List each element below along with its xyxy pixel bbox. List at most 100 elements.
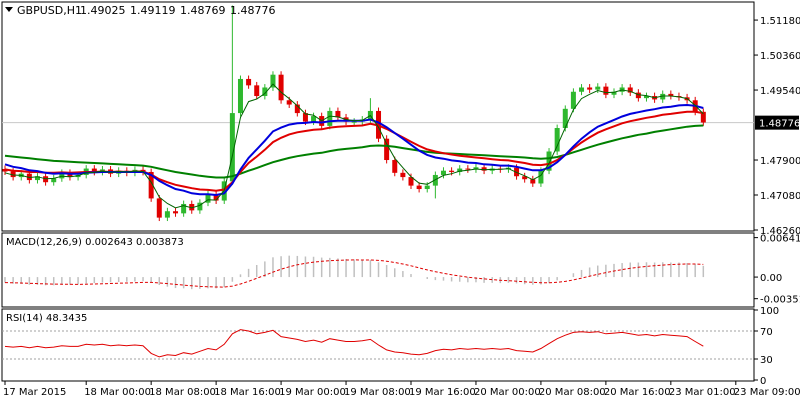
macd-tick-label: 0.00 <box>760 273 782 284</box>
bullish-candle <box>554 128 560 152</box>
time-tick-label: 20 Mar 08:00 <box>539 387 606 398</box>
high-value: 1.49119 <box>130 4 176 17</box>
bullish-candle <box>59 172 65 179</box>
bullish-candle <box>351 121 357 123</box>
bearish-candle <box>392 160 398 173</box>
bearish-candle <box>700 111 706 123</box>
bearish-candle <box>254 85 260 97</box>
bullish-candle <box>311 116 317 122</box>
bullish-candle <box>538 170 544 184</box>
bullish-candle <box>34 176 40 181</box>
close-value: 1.48776 <box>230 4 276 17</box>
time-tick-label: 18 Mar 16:00 <box>214 387 281 398</box>
time-tick-label: 19 Mar 08:00 <box>344 387 411 398</box>
time-tick-label: 19 Mar 16:00 <box>409 387 476 398</box>
bearish-candle <box>481 167 487 171</box>
bullish-candle <box>164 211 170 218</box>
bearish-candle <box>335 110 341 118</box>
current-price-label: 1.48776 <box>759 119 800 130</box>
bearish-candle <box>603 86 609 95</box>
price-panel-frame <box>1 1 755 232</box>
price-tick-label: 1.50360 <box>760 51 800 62</box>
rsi-label: RSI(14) 48.3435 <box>6 313 87 324</box>
bullish-candle <box>197 202 203 211</box>
bearish-candle <box>10 171 16 178</box>
rsi-line <box>4 329 704 358</box>
rsi-tick-label: 100 <box>760 306 779 317</box>
bearish-candle <box>635 92 641 99</box>
time-tick-label: 20 Mar 00:00 <box>474 387 541 398</box>
bearish-candle <box>91 168 97 172</box>
bullish-candle <box>229 113 235 182</box>
moving-averages <box>4 83 704 209</box>
bullish-candle <box>570 91 576 109</box>
header-triangle-icon <box>5 7 13 12</box>
bullish-candle <box>611 91 617 95</box>
time-tick-label: 17 Mar 2015 <box>3 387 66 398</box>
rsi-tick-label: 30 <box>760 355 773 366</box>
bearish-candle <box>156 198 162 218</box>
bearish-candle <box>627 87 633 93</box>
low-value: 1.48769 <box>180 4 226 17</box>
macd-signal-line <box>4 259 704 288</box>
bearish-candle <box>400 172 406 178</box>
bullish-candle <box>262 87 268 97</box>
bearish-candle <box>522 176 528 180</box>
bearish-candle <box>449 170 455 172</box>
bearish-candle <box>148 171 154 199</box>
bearish-candle <box>302 113 308 122</box>
bullish-candle <box>51 178 57 183</box>
rsi-layer: 100 70 30 0 <box>2 306 779 387</box>
bullish-candle <box>270 74 276 88</box>
price-tick-label: 1.49540 <box>760 86 800 97</box>
time-tick-label: 18 Mar 00:00 <box>84 387 151 398</box>
bullish-candle <box>181 203 187 214</box>
bearish-candle <box>173 211 179 214</box>
bullish-candle <box>473 167 479 170</box>
bearish-candle <box>26 173 32 181</box>
bullish-candle <box>440 170 446 175</box>
chart-header: GBPUSD,H1 1.49025 1.49119 1.48769 1.4877… <box>5 4 276 17</box>
current-price-box <box>755 115 799 130</box>
ma-fast-line <box>4 83 704 209</box>
price-axis: 1.51180 1.50360 1.49540 1.47900 1.47080 1.462… <box>754 16 800 237</box>
bearish-candle <box>530 179 536 184</box>
bearish-candle <box>416 185 422 190</box>
macd-tick-label: 0.006412 <box>760 234 800 245</box>
bullish-candle <box>562 108 568 129</box>
price-tick-label: 1.47080 <box>760 191 800 202</box>
rsi-tick-label: 0 <box>760 376 766 387</box>
rsi-panel-frame <box>1 308 755 382</box>
bearish-candle <box>67 172 73 178</box>
bullish-candle <box>595 86 601 90</box>
bullish-candle <box>579 87 585 92</box>
bearish-candle <box>278 74 284 101</box>
bearish-candle <box>408 177 414 186</box>
bullish-candle <box>327 110 333 126</box>
time-tick-label: 18 Mar 08:00 <box>149 387 216 398</box>
bullish-candle <box>457 168 463 172</box>
macd-panel-frame <box>1 232 755 308</box>
bearish-candle <box>246 78 252 86</box>
ma-slow-line <box>4 124 704 179</box>
bearish-candle <box>465 168 471 170</box>
bearish-candle <box>294 104 300 114</box>
bearish-candle <box>286 100 292 105</box>
bullish-candle <box>237 78 243 114</box>
bullish-candle <box>660 93 666 100</box>
bullish-candle <box>546 151 552 171</box>
time-tick-label: 20 Mar 16:00 <box>604 387 671 398</box>
bearish-candle <box>587 87 593 90</box>
open-value: 1.49025 <box>80 4 126 17</box>
price-tick-label: 1.46260 <box>760 226 800 237</box>
bearish-candle <box>668 93 674 97</box>
bearish-candle <box>189 203 195 211</box>
macd-label: MACD(12,26,9) 0.002643 0.003873 <box>6 237 184 248</box>
bullish-candle <box>424 185 430 190</box>
bearish-candle <box>213 194 219 201</box>
price-tick-label: 1.51180 <box>760 16 800 27</box>
